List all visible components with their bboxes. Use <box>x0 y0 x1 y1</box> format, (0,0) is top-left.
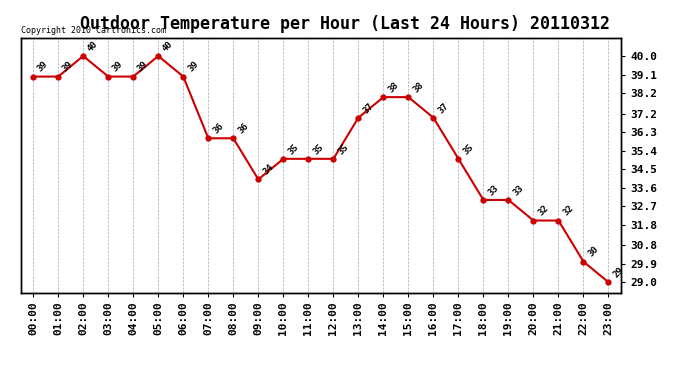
Text: 39: 39 <box>61 60 75 74</box>
Text: 38: 38 <box>411 80 425 94</box>
Text: 40: 40 <box>161 39 175 53</box>
Text: 35: 35 <box>461 142 475 156</box>
Text: 33: 33 <box>511 183 525 197</box>
Text: 35: 35 <box>286 142 300 156</box>
Text: 33: 33 <box>486 183 500 197</box>
Text: Copyright 2010 Cartronics.com: Copyright 2010 Cartronics.com <box>21 26 166 35</box>
Text: 39: 39 <box>36 60 50 74</box>
Text: 30: 30 <box>586 245 600 259</box>
Text: 32: 32 <box>561 204 575 218</box>
Text: 35: 35 <box>336 142 350 156</box>
Text: 39: 39 <box>186 60 200 74</box>
Text: 37: 37 <box>361 101 375 115</box>
Text: 38: 38 <box>386 80 400 94</box>
Text: 36: 36 <box>236 122 250 135</box>
Text: 35: 35 <box>311 142 325 156</box>
Text: 32: 32 <box>536 204 550 218</box>
Text: 34: 34 <box>261 163 275 177</box>
Text: 37: 37 <box>436 101 450 115</box>
Text: 39: 39 <box>111 60 125 74</box>
Text: 29: 29 <box>611 266 625 279</box>
Text: 40: 40 <box>86 39 100 53</box>
Text: Outdoor Temperature per Hour (Last 24 Hours) 20110312: Outdoor Temperature per Hour (Last 24 Ho… <box>80 15 610 33</box>
Text: 36: 36 <box>211 122 225 135</box>
Text: 39: 39 <box>136 60 150 74</box>
